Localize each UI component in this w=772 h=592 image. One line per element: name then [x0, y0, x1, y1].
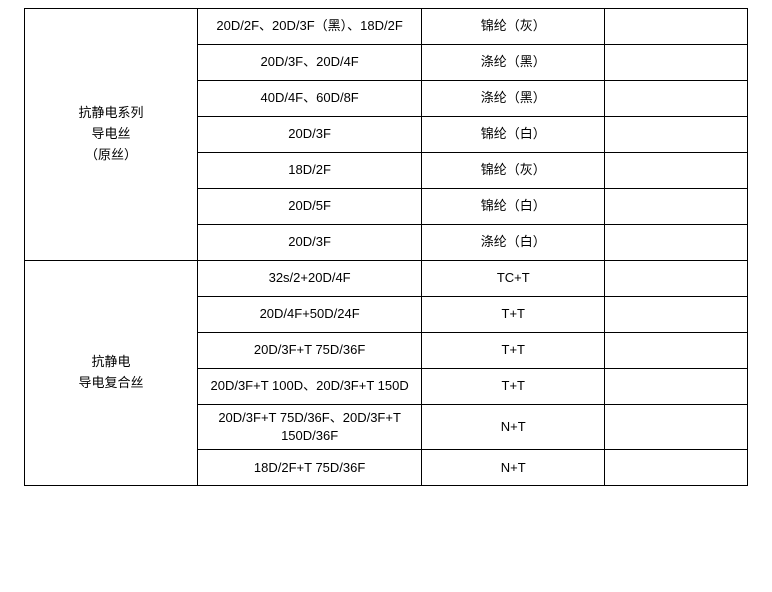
- material-cell: N+T: [422, 405, 605, 450]
- note-cell: [605, 225, 748, 261]
- category-line: 抗静电: [92, 354, 131, 369]
- category-cell: 抗静电系列 导电丝 （原丝）: [25, 9, 198, 261]
- material-cell: 锦纶（白）: [422, 117, 605, 153]
- table-row: 抗静电 导电复合丝 32s/2+20D/4F TC+T: [25, 261, 748, 297]
- spec-cell: 20D/3F+T 75D/36F、20D/3F+T 150D/36F: [198, 405, 422, 450]
- note-cell: [605, 261, 748, 297]
- spec-cell: 20D/4F+50D/24F: [198, 297, 422, 333]
- note-cell: [605, 153, 748, 189]
- note-cell: [605, 333, 748, 369]
- note-cell: [605, 117, 748, 153]
- category-line: 抗静电系列: [79, 105, 144, 120]
- spec-cell: 20D/3F: [198, 225, 422, 261]
- spec-cell: 40D/4F、60D/8F: [198, 81, 422, 117]
- spec-cell: 18D/2F+T 75D/36F: [198, 450, 422, 486]
- material-cell: N+T: [422, 450, 605, 486]
- category-line: （原丝）: [85, 147, 137, 162]
- spec-cell: 18D/2F: [198, 153, 422, 189]
- material-cell: T+T: [422, 333, 605, 369]
- material-cell: TC+T: [422, 261, 605, 297]
- note-cell: [605, 405, 748, 450]
- spec-cell: 20D/3F: [198, 117, 422, 153]
- spec-cell: 20D/2F、20D/3F（黑）、18D/2F: [198, 9, 422, 45]
- category-line: 导电复合丝: [79, 375, 144, 390]
- material-cell: 涤纶（黑）: [422, 45, 605, 81]
- spec-cell: 20D/3F+T 100D、20D/3F+T 150D: [198, 369, 422, 405]
- spec-cell: 20D/3F、20D/4F: [198, 45, 422, 81]
- note-cell: [605, 81, 748, 117]
- category-line: 导电丝: [92, 126, 131, 141]
- material-cell: 锦纶（灰）: [422, 9, 605, 45]
- material-cell: T+T: [422, 297, 605, 333]
- note-cell: [605, 369, 748, 405]
- note-cell: [605, 450, 748, 486]
- note-cell: [605, 189, 748, 225]
- material-cell: 涤纶（黑）: [422, 81, 605, 117]
- spec-cell: 32s/2+20D/4F: [198, 261, 422, 297]
- table-row: 抗静电系列 导电丝 （原丝） 20D/2F、20D/3F（黑）、18D/2F 锦…: [25, 9, 748, 45]
- spec-cell: 20D/3F+T 75D/36F: [198, 333, 422, 369]
- note-cell: [605, 297, 748, 333]
- material-cell: 锦纶（灰）: [422, 153, 605, 189]
- category-cell: 抗静电 导电复合丝: [25, 261, 198, 486]
- material-cell: T+T: [422, 369, 605, 405]
- material-cell: 涤纶（白）: [422, 225, 605, 261]
- material-cell: 锦纶（白）: [422, 189, 605, 225]
- spec-table: 抗静电系列 导电丝 （原丝） 20D/2F、20D/3F（黑）、18D/2F 锦…: [24, 8, 748, 486]
- note-cell: [605, 45, 748, 81]
- spec-cell: 20D/5F: [198, 189, 422, 225]
- note-cell: [605, 9, 748, 45]
